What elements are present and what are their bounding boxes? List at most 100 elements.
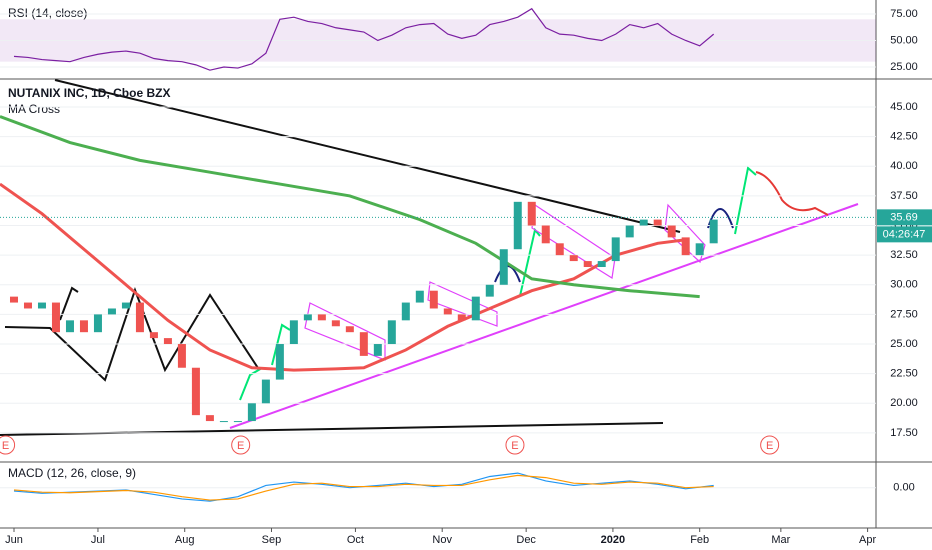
x-tick-label: Feb (690, 534, 709, 546)
candle-body (51, 302, 60, 333)
channel (664, 203, 706, 264)
candle-body (135, 302, 144, 333)
candle-body (653, 219, 662, 226)
zigzag (4, 287, 259, 382)
candle-body (317, 314, 326, 321)
candle-body (191, 367, 200, 416)
chart-title: NUTANIX INC, 1D, Cboe BZX (8, 86, 170, 100)
candle-body (583, 261, 592, 268)
candle-body (23, 302, 32, 309)
moving-average (0, 182, 686, 372)
arrow (239, 367, 263, 401)
candle-body (359, 332, 368, 356)
event-label: E (2, 440, 9, 452)
x-tick-label: Sep (262, 534, 282, 546)
candle-body (9, 296, 18, 303)
candle-body (275, 344, 284, 380)
x-tick-label: Oct (347, 534, 364, 546)
candle-body (569, 255, 578, 262)
event-marker (505, 435, 525, 455)
moving-average (0, 115, 700, 299)
y-tick-label: 25.00 (890, 338, 918, 350)
trend-line (54, 79, 681, 233)
event-label: E (237, 440, 244, 452)
x-tick-label: Nov (432, 534, 452, 546)
candle-body (303, 314, 312, 321)
candle-body (79, 320, 88, 333)
candle-body (513, 201, 522, 250)
candle-body (233, 421, 242, 423)
macd-title: MACD (12, 26, close, 9) (8, 466, 136, 480)
x-tick-label: Apr (859, 534, 876, 546)
candle-body (37, 302, 46, 309)
x-tick-label: Mar (771, 534, 790, 546)
event-marker (760, 435, 780, 455)
candle-body (443, 308, 452, 315)
candle-body (93, 314, 102, 333)
y-tick-label: 37.50 (890, 190, 918, 202)
candle-body (401, 302, 410, 321)
x-tick-label: 2020 (601, 534, 625, 546)
candle-body (485, 284, 494, 297)
candle-body (261, 379, 270, 404)
candle-body (695, 243, 704, 256)
y-tick-label: 0.00 (893, 482, 914, 494)
y-tick-label: 42.50 (890, 131, 918, 143)
candle-body (149, 332, 158, 339)
macd-line (13, 474, 714, 501)
y-tick-label: 27.50 (890, 308, 918, 320)
candle-body (639, 219, 648, 226)
y-tick-label: 25.00 (890, 61, 918, 73)
arrow (734, 166, 757, 235)
candle-body (541, 225, 550, 244)
candle-body (177, 344, 186, 368)
candle-body (387, 320, 396, 345)
indicator-label: MA Cross (8, 102, 60, 116)
y-tick-label: 40.00 (890, 160, 918, 172)
x-tick-label: Jul (91, 534, 105, 546)
event-label: E (511, 440, 518, 452)
arrow (59, 286, 79, 321)
candle-body (163, 338, 172, 345)
candle-body (555, 243, 564, 256)
y-tick-label: 45.00 (890, 101, 918, 113)
event-label: E (766, 440, 773, 452)
candle-body (457, 314, 466, 321)
candle-body (331, 320, 340, 327)
candle-body (527, 201, 536, 226)
y-tick-label: 30.00 (890, 279, 918, 291)
candle-body (205, 415, 214, 422)
countdown: 04:26:47 (883, 228, 926, 240)
price-label: 35.69 (890, 211, 918, 223)
countdown-box (877, 226, 932, 243)
candle-body (219, 421, 228, 423)
candle-body (65, 320, 74, 333)
candle-body (667, 225, 676, 238)
candle-body (373, 344, 382, 356)
candle-body (415, 290, 424, 303)
candle-body (709, 219, 718, 244)
y-tick-label: 50.00 (890, 34, 918, 46)
candle-body (471, 296, 480, 321)
projection (755, 171, 829, 216)
candle-body (625, 225, 634, 238)
y-tick-label: 22.50 (890, 368, 918, 380)
y-tick-label: 75.00 (890, 8, 918, 20)
candle-body (681, 237, 690, 256)
rsi-line (13, 7, 715, 71)
rsi-title: RSI (14, close) (8, 6, 87, 20)
event-marker (231, 435, 251, 455)
y-tick-label: 32.50 (890, 249, 918, 261)
candle-body (611, 237, 620, 262)
y-tick-label: 17.50 (890, 427, 918, 439)
price-label-box (877, 209, 932, 226)
candle-body (429, 290, 438, 309)
arrow (271, 323, 291, 366)
candle-body (597, 261, 606, 268)
y-tick-label: 20.00 (890, 397, 918, 409)
x-tick-label: Aug (175, 534, 195, 546)
candle-body (121, 302, 130, 309)
candle-body (289, 320, 298, 345)
